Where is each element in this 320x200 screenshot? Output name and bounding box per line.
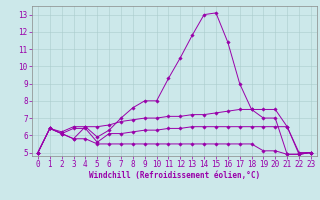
X-axis label: Windchill (Refroidissement éolien,°C): Windchill (Refroidissement éolien,°C) xyxy=(89,171,260,180)
